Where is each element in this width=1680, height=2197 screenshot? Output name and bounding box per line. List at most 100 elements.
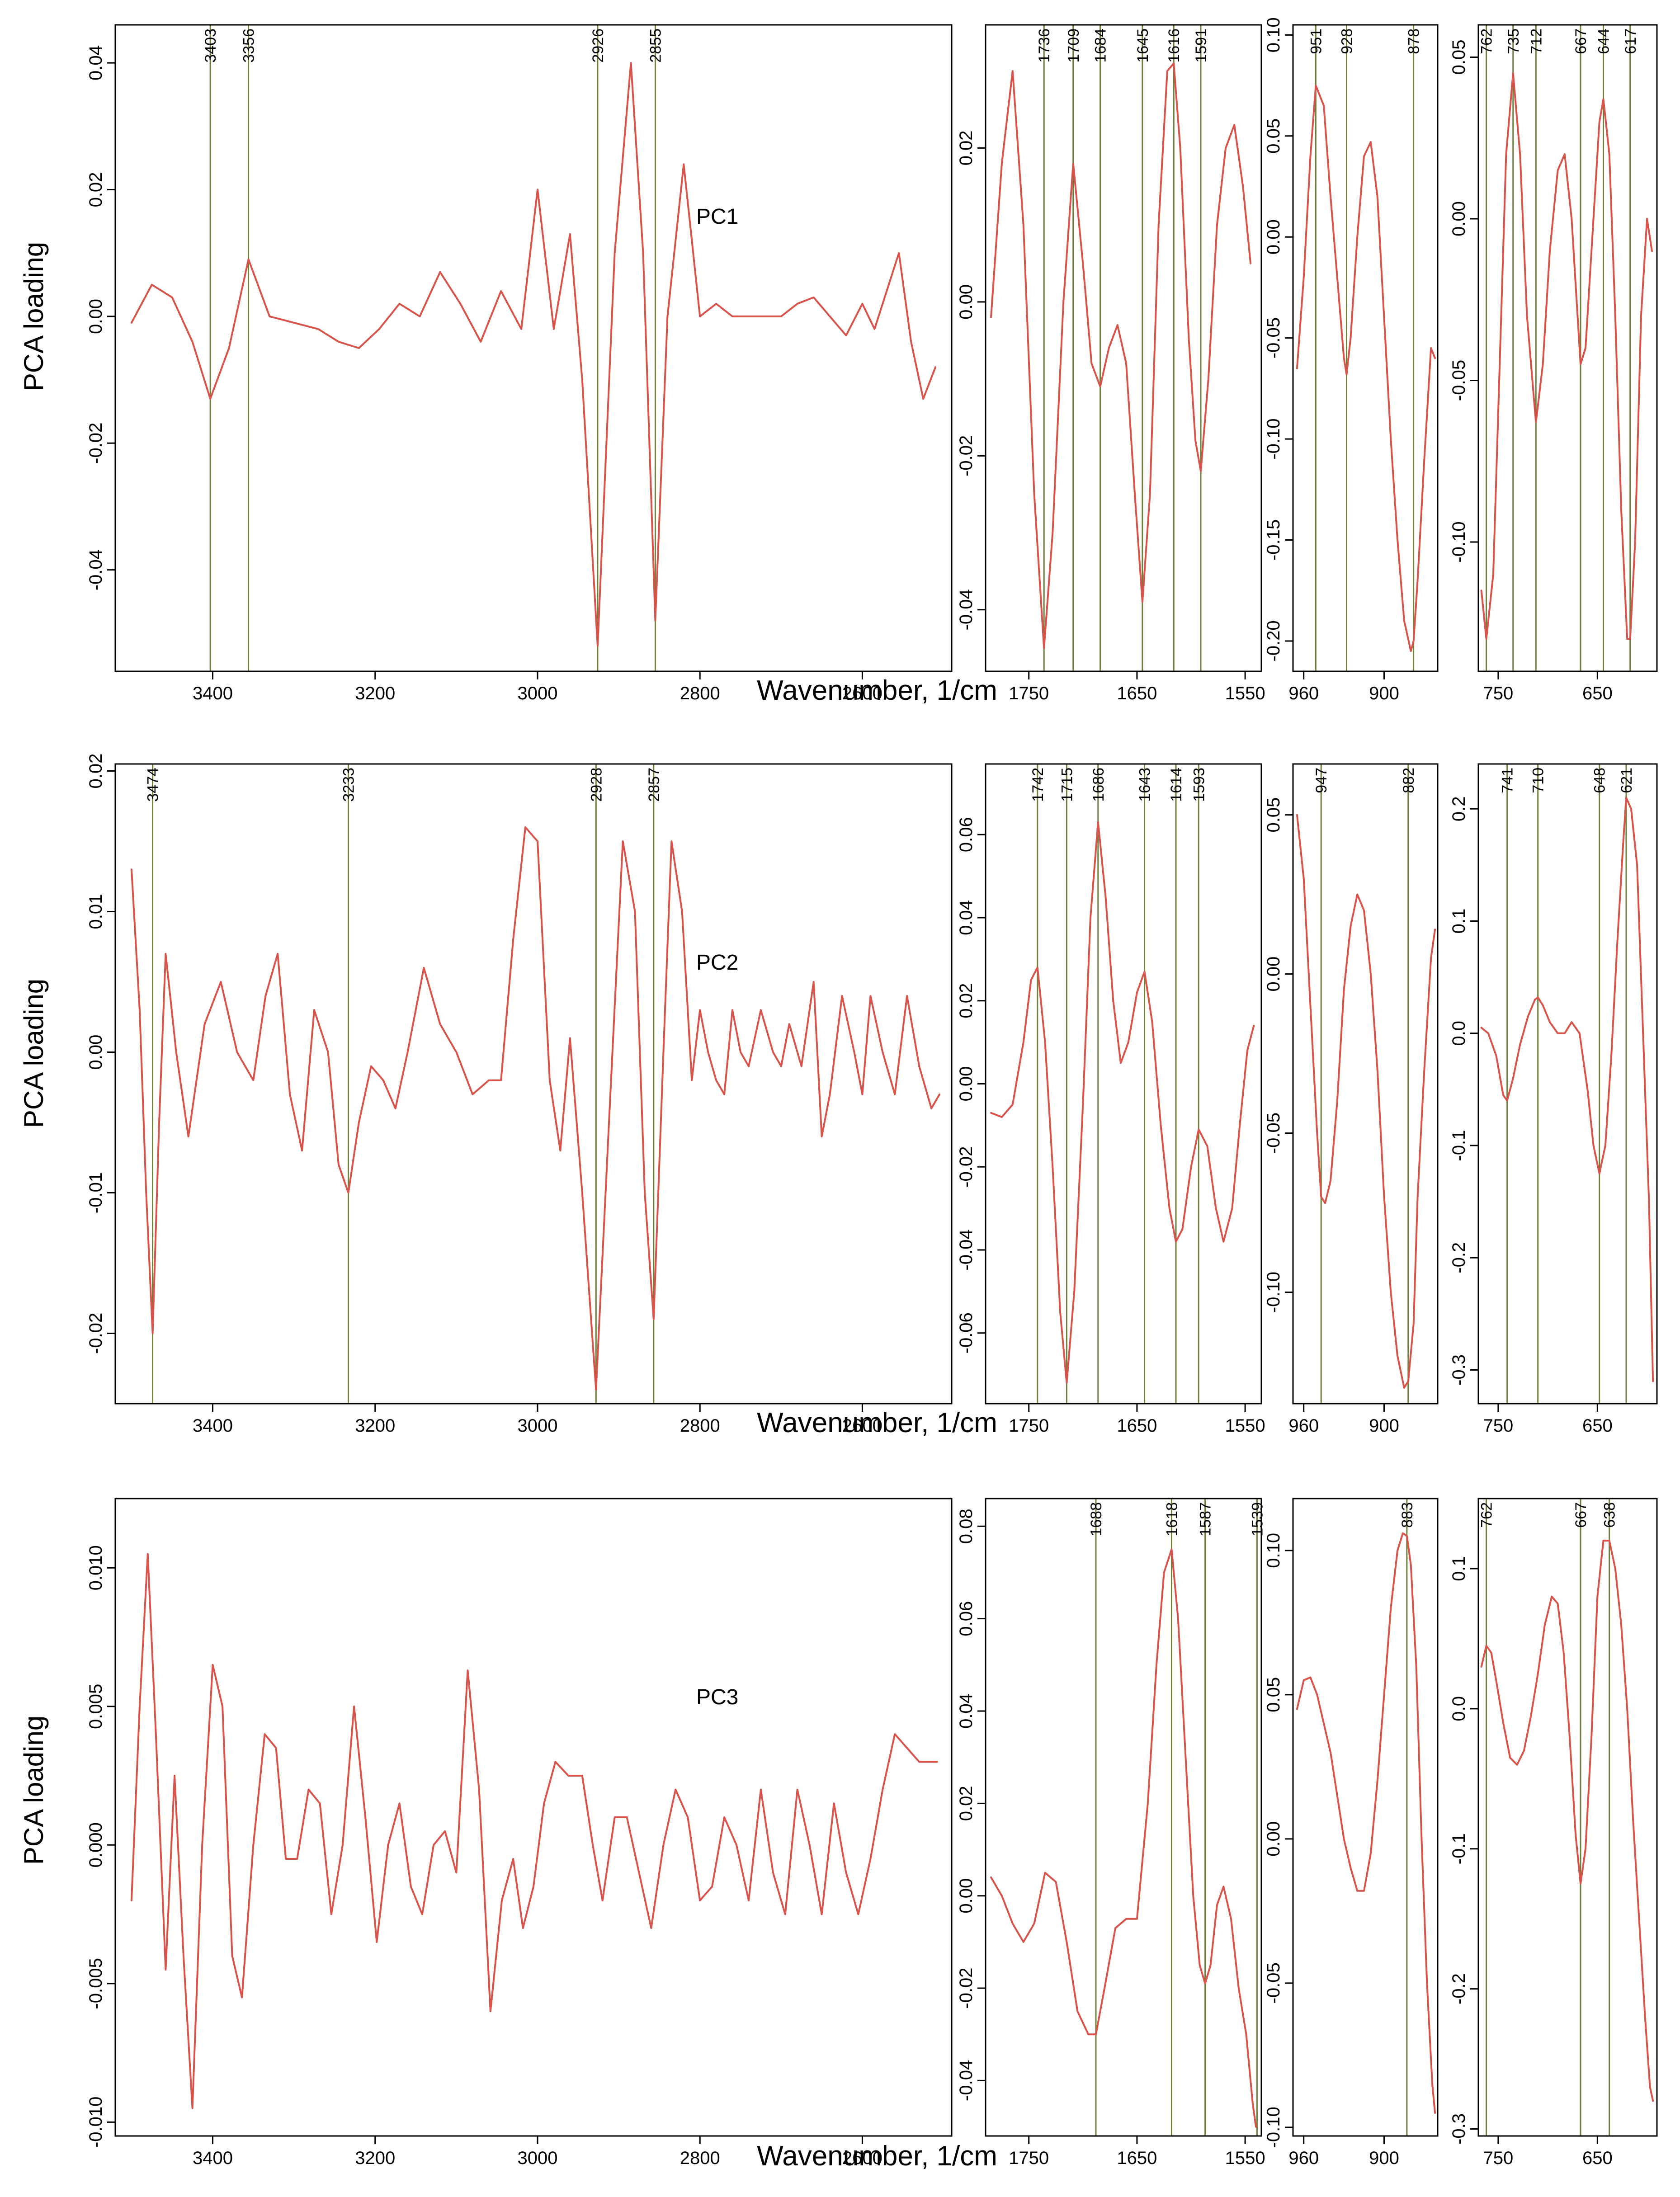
y-tick-label: 0.00 bbox=[1264, 1821, 1284, 1857]
panel-r3a: 3400 3200 3000 2800 2600 -0.010 -0.005 0.000 0.0… bbox=[86, 1498, 953, 2168]
plot-frame bbox=[1477, 763, 1658, 1405]
y-tick-label: 0.04 bbox=[956, 900, 976, 935]
y-tick-label: 0.2 bbox=[1449, 796, 1469, 821]
peak-marker-label: 1645 bbox=[1134, 28, 1151, 63]
y-tick-label: 0.0 bbox=[1449, 1021, 1469, 1046]
x-tick-label: 650 bbox=[1582, 1416, 1613, 1436]
x-tick-label: 900 bbox=[1369, 684, 1399, 703]
pca-loading-curve bbox=[130, 1553, 938, 2109]
y-tick-label: 0.00 bbox=[956, 1878, 976, 1914]
y-tick-label: -0.02 bbox=[956, 435, 976, 476]
x-tick-label: 3200 bbox=[355, 1416, 395, 1436]
x-tick-label: 650 bbox=[1582, 684, 1613, 703]
x-tick-label: 3200 bbox=[355, 684, 395, 703]
x-tick-label: 3400 bbox=[193, 684, 233, 703]
peak-marker-label: 1539 bbox=[1249, 1502, 1266, 1537]
peak-marker-label: 1591 bbox=[1193, 28, 1210, 63]
pca-loading-curve bbox=[1296, 814, 1436, 1389]
y-tick-label: -0.02 bbox=[956, 1146, 976, 1188]
y-tick-label: 0.0 bbox=[1449, 1696, 1469, 1721]
y-tick-label: 0.02 bbox=[86, 754, 106, 789]
x-tick-label: 750 bbox=[1483, 684, 1514, 703]
panel-r1b: 1736 1709 1684 1645 1616 1591 1750 1650 1550 -0.0… bbox=[956, 24, 1265, 703]
x-tick-label: 3200 bbox=[355, 2148, 395, 2168]
x-tick-label: 3000 bbox=[517, 684, 557, 703]
y-tick-label: -0.04 bbox=[956, 2060, 976, 2101]
y-tick-label: 0.02 bbox=[956, 130, 976, 165]
y-tick-label: -0.04 bbox=[86, 549, 106, 590]
peak-marker-label: 3474 bbox=[145, 768, 162, 802]
y-tick-label: 0.00 bbox=[1264, 219, 1284, 255]
pca-loading-curve bbox=[1480, 797, 1654, 1382]
peak-marker-label: 2926 bbox=[590, 28, 607, 63]
pca-loading-curve bbox=[1480, 72, 1653, 640]
y-tick-label: 0.05 bbox=[1264, 1677, 1284, 1712]
x-tick-label: 1550 bbox=[1225, 1416, 1265, 1436]
peak-marker-label: 3356 bbox=[241, 28, 258, 63]
y-tick-label: -0.02 bbox=[956, 1967, 976, 2008]
y-tick-label: 0.00 bbox=[1264, 957, 1284, 992]
y-tick-label: 0.010 bbox=[86, 1545, 106, 1590]
y-tick-label: -0.10 bbox=[1449, 521, 1469, 562]
y-tick-label: -0.04 bbox=[956, 1229, 976, 1270]
x-tick-label: 1550 bbox=[1225, 2148, 1265, 2168]
peak-marker-label: 667 bbox=[1572, 1502, 1590, 1528]
y-tick-label: 0.00 bbox=[1449, 201, 1469, 236]
x-axis-label-row1: Wavenumber, 1/cm bbox=[757, 675, 997, 706]
peak-marker-label: 1709 bbox=[1065, 28, 1082, 63]
y-tick-label: 0.04 bbox=[956, 1693, 976, 1729]
pca-loading-curve bbox=[1480, 1540, 1654, 2102]
pca-loading-curve bbox=[1296, 85, 1436, 652]
peak-marker-label: 638 bbox=[1601, 1502, 1619, 1528]
x-tick-label: 3400 bbox=[193, 1416, 233, 1436]
y-tick-label: 0.10 bbox=[1264, 17, 1284, 52]
y-tick-label: 0.1 bbox=[1449, 909, 1469, 934]
peak-marker-label: 947 bbox=[1313, 768, 1330, 793]
y-tick-label: -0.10 bbox=[1264, 419, 1284, 460]
pca-loading-curve bbox=[130, 62, 937, 647]
panel-r2d: 741 710 648 621 750 650 -0.3 -0.2 -0.1 0.0 0.1 0.2 bbox=[1449, 763, 1658, 1436]
peak-marker-label: 617 bbox=[1622, 28, 1639, 54]
y-axis-label-row1: PCA loading bbox=[19, 242, 49, 391]
panel-r1c: 951 928 878 960 900 -0.20 -0.15 -0.10 -0.05 0.00 0… bbox=[1264, 17, 1439, 703]
plot-frame bbox=[1477, 24, 1658, 672]
panel-r2c: 947 882 960 900 -0.10 -0.05 0.00 0.05 bbox=[1264, 763, 1439, 1436]
y-tick-label: -0.15 bbox=[1264, 519, 1284, 561]
x-tick-label: 1650 bbox=[1117, 684, 1157, 703]
peak-marker-label: 2928 bbox=[588, 768, 605, 802]
pca-loading-curve bbox=[130, 826, 941, 1391]
y-tick-label: -0.010 bbox=[86, 2097, 106, 2148]
panel-r2a: 3474 3233 2928 2857 3400 3200 3000 2800 2600 -0.0… bbox=[86, 754, 953, 1436]
peak-marker-label: 882 bbox=[1400, 768, 1417, 793]
peak-marker-label: 3233 bbox=[340, 768, 357, 802]
y-axis-label-row3: PCA loading bbox=[19, 1716, 49, 1865]
y-tick-label: 0.06 bbox=[956, 1601, 976, 1636]
pca-loading-curve bbox=[990, 821, 1255, 1384]
x-tick-label: 2800 bbox=[680, 1416, 720, 1436]
y-tick-label: 0.10 bbox=[1264, 1533, 1284, 1568]
y-tick-label: 0.05 bbox=[1264, 118, 1284, 154]
x-tick-label: 960 bbox=[1288, 1416, 1319, 1436]
pc-title: PC2 bbox=[696, 951, 738, 975]
x-tick-label: 900 bbox=[1369, 2148, 1399, 2168]
y-tick-label: 0.00 bbox=[956, 284, 976, 320]
x-tick-label: 1650 bbox=[1117, 2148, 1157, 2168]
x-tick-label: 1750 bbox=[1009, 684, 1049, 703]
peak-marker-label: 1715 bbox=[1058, 768, 1076, 802]
y-tick-label: -0.1 bbox=[1449, 1130, 1469, 1161]
panel-r1d: 762 735 712 667 644 617 750 650 -0.10 -0.05 0.00 0.… bbox=[1449, 24, 1658, 703]
plot-frame bbox=[1477, 1498, 1658, 2137]
peak-marker-label: 741 bbox=[1499, 768, 1516, 793]
x-tick-label: 750 bbox=[1483, 2148, 1514, 2168]
x-tick-label: 900 bbox=[1369, 1416, 1399, 1436]
y-tick-label: -0.005 bbox=[86, 1958, 106, 2009]
peak-marker-label: 951 bbox=[1307, 28, 1325, 54]
plot-frame bbox=[1292, 24, 1439, 672]
x-tick-label: 3000 bbox=[517, 2148, 557, 2168]
plot-frame bbox=[114, 1498, 953, 2137]
peak-marker-label: 1593 bbox=[1190, 768, 1208, 802]
peak-marker-label: 878 bbox=[1406, 28, 1423, 54]
y-tick-label: -0.06 bbox=[956, 1312, 976, 1353]
y-tick-label: -0.05 bbox=[1264, 317, 1284, 358]
